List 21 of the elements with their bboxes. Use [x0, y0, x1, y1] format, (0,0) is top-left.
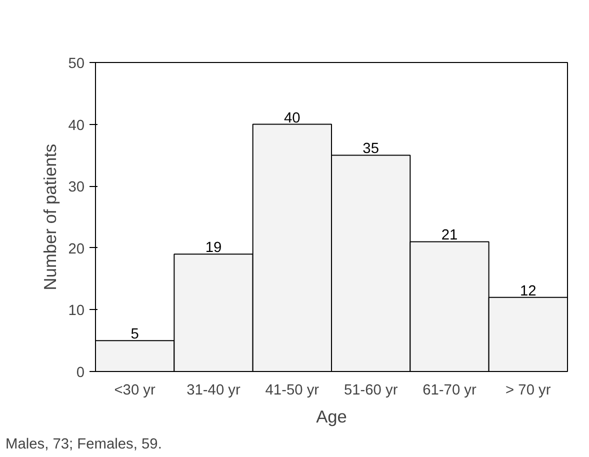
data-label: 21 — [441, 228, 458, 244]
data-label: 5 — [130, 326, 139, 343]
text: Males, 73; Females, 59. — [6, 436, 162, 452]
data-label: 12 — [520, 283, 536, 300]
x-axis-title: Age — [316, 406, 347, 426]
x-tick-label: 31-40 yr — [186, 382, 240, 398]
x-tick-label: > 70 yr — [506, 382, 551, 398]
x-tick-label: <30 yr — [114, 382, 156, 398]
y-tick-label: 0 — [76, 365, 85, 381]
data-label: 40 — [284, 110, 300, 126]
y-axis-title: Number of patients — [40, 143, 60, 290]
data-label: 35 — [362, 141, 379, 158]
y-tick-label: 40 — [68, 118, 85, 134]
y-tick-label: 30 — [68, 180, 85, 196]
x-tick-label: 41-50 yr — [265, 382, 320, 398]
data-label: 19 — [205, 240, 222, 256]
y-tick-label: 20 — [68, 241, 85, 258]
y-tick-label: 50 — [68, 56, 85, 72]
y-tick-label: 10 — [68, 303, 85, 320]
x-tick-label: 61-70 yr — [422, 382, 476, 398]
x-tick-label: 51-60 yr — [344, 382, 398, 398]
